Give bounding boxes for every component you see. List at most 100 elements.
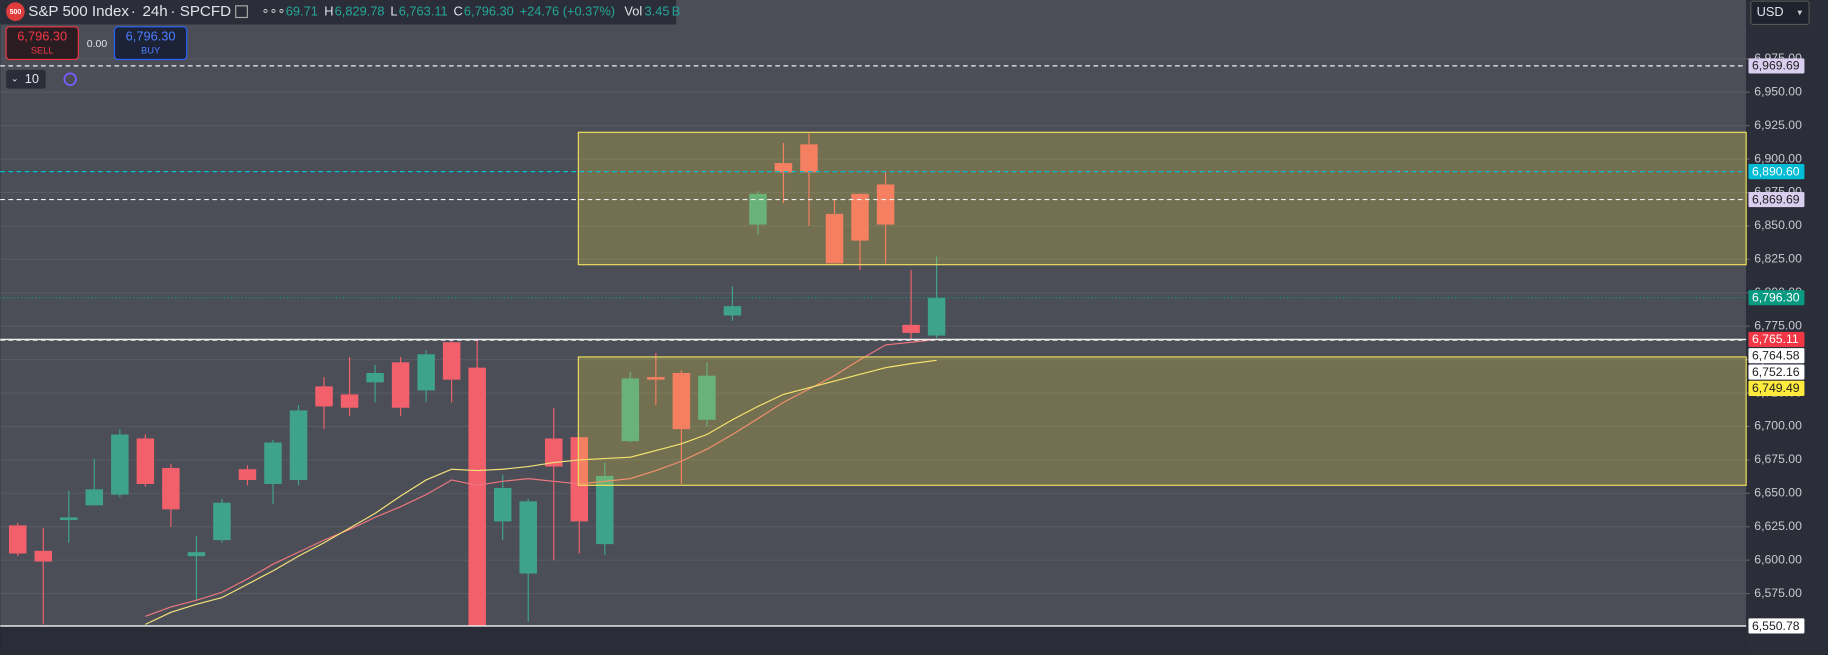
currency: USD xyxy=(1757,4,1784,19)
candle-body xyxy=(621,378,640,442)
price-axis-background xyxy=(1746,0,1828,655)
y-tick-label: 6,850.00 xyxy=(1754,218,1802,232)
moving-average xyxy=(145,338,937,617)
vol-unit: B xyxy=(672,4,681,19)
price-tag xyxy=(1748,58,1805,74)
interval: 24h xyxy=(142,3,167,20)
stat-key: L xyxy=(390,4,397,19)
stat-key: H xyxy=(324,4,333,19)
separator: · xyxy=(170,3,175,20)
y-tick-label: 6,925.00 xyxy=(1754,118,1802,132)
candle-body xyxy=(570,437,589,522)
indicator-toggle[interactable] xyxy=(6,69,46,89)
dropdown-arrow: ▾ xyxy=(1797,7,1802,17)
more-icon[interactable]: ∘∘∘ xyxy=(261,3,285,18)
currency-select[interactable] xyxy=(1750,0,1810,26)
sell-label: SELL xyxy=(31,46,54,56)
vol-value: 3.45 xyxy=(645,4,670,19)
candle-body xyxy=(136,438,155,484)
price-tag-label: 6,752.16 xyxy=(1752,365,1800,379)
y-tick-label: 6,825.00 xyxy=(1754,252,1802,266)
ohlc-stats: H 6,829.78 L 6,763.11 C 6,796.30 +24.76 (+0.37… xyxy=(324,4,680,19)
candle-body xyxy=(162,467,180,510)
price-tag-label: 6,550.78 xyxy=(1752,619,1800,633)
candle-body xyxy=(9,525,27,554)
candle-body xyxy=(519,501,537,574)
candle-body xyxy=(774,163,793,173)
chevron: ⌄ xyxy=(11,74,19,84)
candle-body xyxy=(876,184,895,225)
candle-body xyxy=(723,306,742,316)
price-tag-label: 6,869.69 xyxy=(1752,192,1800,206)
candle-body xyxy=(391,362,410,408)
sell-button[interactable] xyxy=(5,26,79,61)
candle-body xyxy=(187,552,206,557)
price-tag xyxy=(1748,192,1805,208)
y-tick-label: 6,675.00 xyxy=(1754,452,1802,466)
moving-average xyxy=(145,359,937,625)
price-tag xyxy=(1748,290,1805,306)
stat-value: 6,829.78 xyxy=(335,4,385,19)
stat-value: 6,796.30 xyxy=(464,4,514,19)
separator: · xyxy=(131,3,136,20)
price-tag-label: 6,890.60 xyxy=(1752,164,1800,178)
y-tick-label: 6,575.00 xyxy=(1754,586,1802,600)
y-tick-label: 6,700.00 xyxy=(1754,419,1802,433)
candle-body xyxy=(647,377,665,380)
sell-price: 6,796.30 xyxy=(17,29,67,44)
candle-body xyxy=(366,372,384,383)
y-tick-label: 6,625.00 xyxy=(1754,519,1802,533)
flag-icon[interactable] xyxy=(235,5,248,19)
open-value: 69.71 xyxy=(286,4,318,19)
zone xyxy=(577,131,1747,266)
y-tick-label: 6,650.00 xyxy=(1754,486,1802,500)
candle-body xyxy=(468,367,486,626)
candle-body xyxy=(825,213,844,264)
candle-body xyxy=(264,442,282,484)
candle-body xyxy=(851,193,869,241)
candle-body xyxy=(672,372,691,430)
symbol-icon-text: 500 xyxy=(10,9,22,16)
plot-background xyxy=(0,0,1747,628)
y-tick-label: 6,600.00 xyxy=(1754,552,1802,566)
price-tag-label: 6,969.69 xyxy=(1752,59,1800,73)
spread: 0.00 xyxy=(87,39,108,50)
exchange: SPCFD xyxy=(180,3,231,20)
price-tag-label: 6,764.58 xyxy=(1752,349,1800,363)
candle-body xyxy=(927,297,946,336)
price-tag xyxy=(1748,364,1805,380)
buy-price: 6,796.30 xyxy=(126,29,176,44)
price-tag xyxy=(1748,331,1805,347)
indicator-count: 10 xyxy=(25,71,39,86)
candle-body xyxy=(85,489,104,506)
vol-key: Vol xyxy=(624,4,642,19)
candle-body xyxy=(213,502,231,541)
symbol-icon xyxy=(6,2,25,21)
candle-body xyxy=(340,394,359,408)
candle-body xyxy=(289,410,308,480)
price-tag xyxy=(1748,618,1805,634)
candle-body xyxy=(111,434,129,495)
y-tick-label: 6,775.00 xyxy=(1754,318,1802,332)
settings-icon[interactable] xyxy=(63,72,77,86)
plot-layer: 6,575.00 6,600.00 6,625.00 6,650.00 6,675.00… xyxy=(0,51,1805,634)
change: +24.76 (+0.37%) xyxy=(520,4,615,19)
candle-body xyxy=(315,386,333,407)
y-tick-label: 6,950.00 xyxy=(1754,84,1802,98)
candle-body xyxy=(749,193,767,225)
price-tag xyxy=(1748,348,1805,364)
price-tag-label: 6,749.49 xyxy=(1752,381,1800,395)
buy-button[interactable] xyxy=(113,26,188,61)
stat-value: 6,763.11 xyxy=(399,4,448,19)
candle-body xyxy=(417,354,435,391)
price-tag xyxy=(1748,164,1805,180)
price-tag-label: 6,765.11 xyxy=(1752,332,1799,346)
candle-body xyxy=(596,475,614,545)
stat-key: C xyxy=(453,4,462,19)
candle-body xyxy=(800,144,818,173)
header-bar xyxy=(0,0,677,25)
candle-body xyxy=(60,517,78,521)
candle-body xyxy=(238,469,257,480)
